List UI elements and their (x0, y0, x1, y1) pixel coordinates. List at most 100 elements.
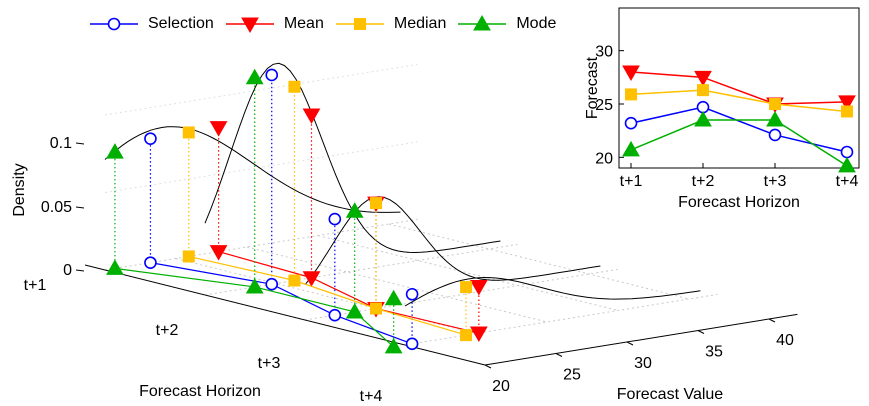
legend-label: Median (393, 15, 447, 32)
inset-y-tick-label: 30 (595, 44, 613, 61)
series-floor-line (114, 267, 395, 348)
density-axis-label: Density (11, 163, 28, 216)
legend-label: Selection (148, 15, 214, 32)
density-tick (75, 269, 85, 272)
value-tick-label: 30 (634, 355, 652, 372)
value-tick-label: 25 (563, 367, 581, 384)
density-point (106, 143, 124, 159)
legend-marker (353, 18, 366, 30)
floor-point (405, 337, 419, 351)
inset-point (694, 110, 712, 127)
value-tick (555, 353, 563, 357)
inset-x-tick-label: t+3 (764, 173, 787, 190)
inset-point (766, 110, 784, 127)
inset-point (694, 70, 712, 87)
density-tick (75, 142, 85, 145)
floor-point (460, 329, 473, 342)
floor-point (384, 337, 403, 354)
floor-point (182, 250, 195, 263)
inset-plot-frame (618, 7, 860, 169)
inset-point (769, 98, 781, 110)
inset-x-axis-label: Forecast Horizon (678, 194, 800, 211)
axes (84, 264, 798, 366)
grid-line-value (388, 223, 690, 300)
density-tick-label: 0 (63, 262, 72, 279)
horizon-tick-label: t+3 (258, 355, 281, 372)
density-point (288, 80, 301, 93)
inset-y-tick-label: 25 (595, 97, 613, 114)
density-point (209, 121, 228, 137)
density-point (469, 280, 488, 296)
density-point (460, 281, 473, 294)
floor-point (245, 277, 264, 294)
series-floor-line (188, 255, 467, 336)
legend-item-mode: Mode (456, 14, 556, 34)
inset-point (768, 128, 782, 142)
floor-point (345, 302, 364, 319)
inset-y-axis-label: Forecast (584, 56, 601, 119)
value-tick-label: 35 (705, 344, 723, 361)
series-mode (106, 68, 403, 354)
legend-item-selection: Selection (88, 14, 214, 34)
floor-point (302, 271, 321, 287)
legend-item-median: Median (334, 14, 446, 34)
inset-series-line (630, 89, 848, 113)
inset-series-mode (622, 110, 856, 173)
density-tick-label: 0.1 (50, 135, 72, 152)
density-point (384, 289, 403, 306)
series-mean (209, 108, 488, 343)
inset-point (841, 105, 853, 118)
legend-label: Mean (283, 15, 324, 32)
value-axis-label: Forecast Value (617, 386, 724, 403)
inset-point (622, 65, 640, 82)
horizon-tick-label: t+1 (24, 277, 47, 294)
density-point (144, 132, 157, 145)
legend-swatch (225, 17, 274, 34)
horizon-axis (84, 264, 486, 366)
grid-line-value (246, 246, 548, 323)
series-median (182, 80, 473, 342)
value-tick (626, 341, 634, 346)
inset-series-line (630, 71, 848, 105)
inset-x-tick-label: t+2 (692, 173, 715, 190)
horizon-tick-label: t+4 (360, 388, 383, 405)
density-point (182, 126, 195, 139)
value-axis (484, 313, 798, 366)
floor-point (370, 302, 382, 315)
horizon-axis-label: Forecast Horizon (139, 383, 261, 400)
series-floor-line (218, 251, 479, 334)
density-curve (404, 276, 701, 307)
floor-point (288, 274, 301, 287)
floor-point (209, 245, 228, 261)
grid-line-value (317, 235, 619, 311)
value-tick-label: 40 (776, 332, 794, 349)
density-point (302, 108, 321, 125)
chart-legend: Selection Mean Median Mode (88, 8, 566, 40)
value-tick-label: 20 (492, 378, 510, 395)
grid-line-density (104, 63, 418, 116)
floor-point (144, 256, 157, 269)
inset-point (622, 140, 640, 157)
legend-marker (240, 17, 259, 34)
inset-chart: 20 25 30 t+1 t+2 t+3 t+4 Forecast Horizon Foreca… (584, 7, 860, 211)
legend-marker (473, 14, 492, 31)
floor-point (469, 326, 488, 343)
floor-point (328, 308, 342, 322)
legend-marker (107, 17, 121, 31)
floor-point (265, 277, 279, 291)
grid-line-density (104, 141, 418, 193)
legend-item-mean: Mean (224, 14, 324, 34)
inset-x-tick-label: t+4 (836, 173, 859, 190)
grid-line-value (175, 258, 477, 334)
density-tick-label: 0.05 (41, 199, 72, 216)
legend-swatch (90, 17, 138, 31)
grid-line-horizon (404, 293, 718, 346)
density-tick (75, 206, 85, 209)
value-tick (768, 318, 776, 323)
density-point (328, 212, 342, 226)
inset-series-median (625, 84, 853, 118)
density-point (405, 287, 419, 301)
density-point (245, 68, 264, 85)
density-point (265, 68, 279, 82)
